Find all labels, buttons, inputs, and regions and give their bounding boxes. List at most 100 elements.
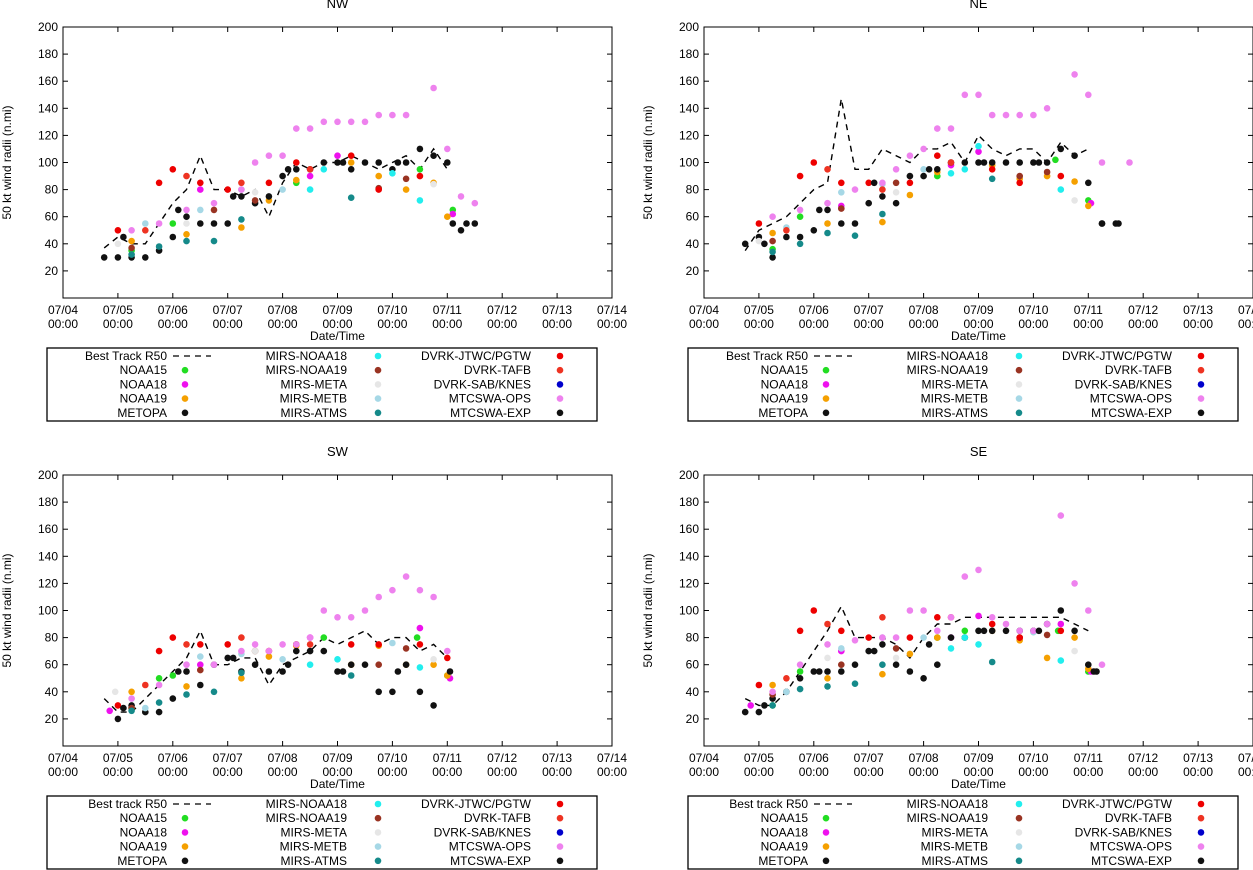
data-point [306,166,314,173]
legend-box [687,795,1239,870]
plot-frame [703,474,1253,747]
series-dvrk-tafb [142,634,314,689]
y-tick-label: 200 [679,468,699,482]
legend-marker [1197,800,1205,808]
x-tick-date: 07/05 [744,751,774,765]
data-point [238,193,245,200]
legend-marker [556,857,564,865]
data-point [796,213,804,220]
data-point [142,220,149,227]
series-noaa15 [769,627,1092,709]
data-point [375,172,383,180]
data-point [416,172,424,180]
series-dvrk-jtwc-pgtw [114,152,424,234]
series-mirs-atms [128,669,355,715]
data-point [796,172,804,180]
data-point [879,661,886,668]
legend-marker [556,814,564,822]
data-point [892,179,900,187]
data-point [114,240,122,248]
data-point [293,647,300,655]
legend-label: MIRS-NOAA19 [266,811,348,825]
data-point [155,647,163,655]
x-tick-time: 00:00 [744,317,774,331]
data-point [306,186,314,193]
x-tick-time: 00:00 [1238,317,1253,331]
x-tick-time: 00:00 [909,317,939,331]
series-mirs-noaa18 [306,166,424,204]
data-point [320,166,328,173]
y-tick-label: 160 [38,74,58,88]
legend-marker [181,814,189,822]
legend-label: DVRK-SAB/KNES [434,825,531,839]
legend-marker [1015,352,1023,360]
legend-label: METOPA [117,406,167,420]
data-point [238,179,245,187]
y-tick-label: 20 [686,264,700,278]
data-point [851,232,859,239]
chart-title: NW [327,0,349,11]
data-point [197,681,204,689]
x-tick-time: 00:00 [48,765,78,779]
data-point [389,688,396,696]
data-point [375,661,383,668]
data-point [128,237,135,245]
data-point [925,166,933,173]
data-point [796,685,804,693]
x-tick-time: 00:00 [1073,317,1103,331]
data-point [988,166,996,173]
legend-label: DVRK-TAFB [1105,811,1172,825]
data-point [879,186,886,193]
y-tick-label: 80 [45,631,59,645]
data-point [169,166,177,173]
data-point [783,675,790,682]
y-tick-label: 60 [686,658,700,672]
data-point [920,634,927,641]
data-point [838,205,845,212]
x-tick-date: 07/06 [799,751,829,765]
series-mtcswa-exp [120,654,454,712]
data-point [347,661,355,668]
x-tick-time: 00:00 [1128,317,1158,331]
legend-label: METOPA [758,406,808,420]
legend-label: NOAA15 [120,811,168,825]
x-tick-date: 07/12 [487,751,517,765]
legend-label: NOAA19 [761,840,809,854]
data-point [361,118,369,126]
data-point [988,627,996,635]
legend-marker [1197,857,1205,865]
data-point [1085,179,1092,187]
data-point [934,661,941,668]
legend-label: MTCSWA-EXP [450,854,531,868]
data-point [169,672,177,679]
legend-label: MIRS-ATMS [922,854,988,868]
data-point [769,702,776,709]
data-point [114,227,122,234]
data-point [347,166,355,173]
data-point [865,634,872,641]
series-noaa19 [769,627,1092,689]
data-point [920,675,927,682]
x-tick-time: 00:00 [1073,765,1103,779]
legend-marker [822,409,830,417]
y-tick-label: 40 [45,685,59,699]
legend-marker [374,829,382,836]
legend-marker [1015,829,1023,836]
data-point [824,620,831,628]
data-point [402,573,410,580]
data-point [769,248,776,256]
data-point [1043,168,1051,176]
y-tick-label: 100 [679,156,699,170]
data-point [444,654,451,662]
data-point [1085,91,1092,99]
data-point [389,111,396,119]
legend-label: NOAA18 [761,825,809,839]
x-axis-label: Date/Time [310,777,365,791]
data-point [284,166,292,173]
data-point [265,668,273,675]
legend-label: MTCSWA-EXP [450,406,531,420]
data-point [210,220,218,227]
chart-title: SW [327,444,349,459]
data-point [183,691,190,698]
data-point [457,193,465,200]
